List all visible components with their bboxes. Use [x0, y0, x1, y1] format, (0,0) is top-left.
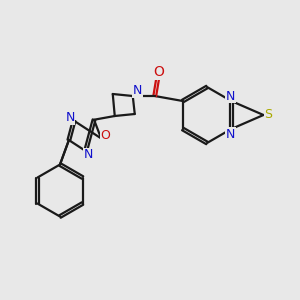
Text: S: S [264, 109, 272, 122]
Text: N: N [133, 85, 142, 98]
Text: N: N [65, 111, 75, 124]
Text: N: N [226, 128, 235, 140]
Text: O: O [153, 65, 164, 79]
Text: N: N [84, 148, 93, 161]
Text: N: N [226, 89, 235, 103]
Text: O: O [100, 129, 110, 142]
